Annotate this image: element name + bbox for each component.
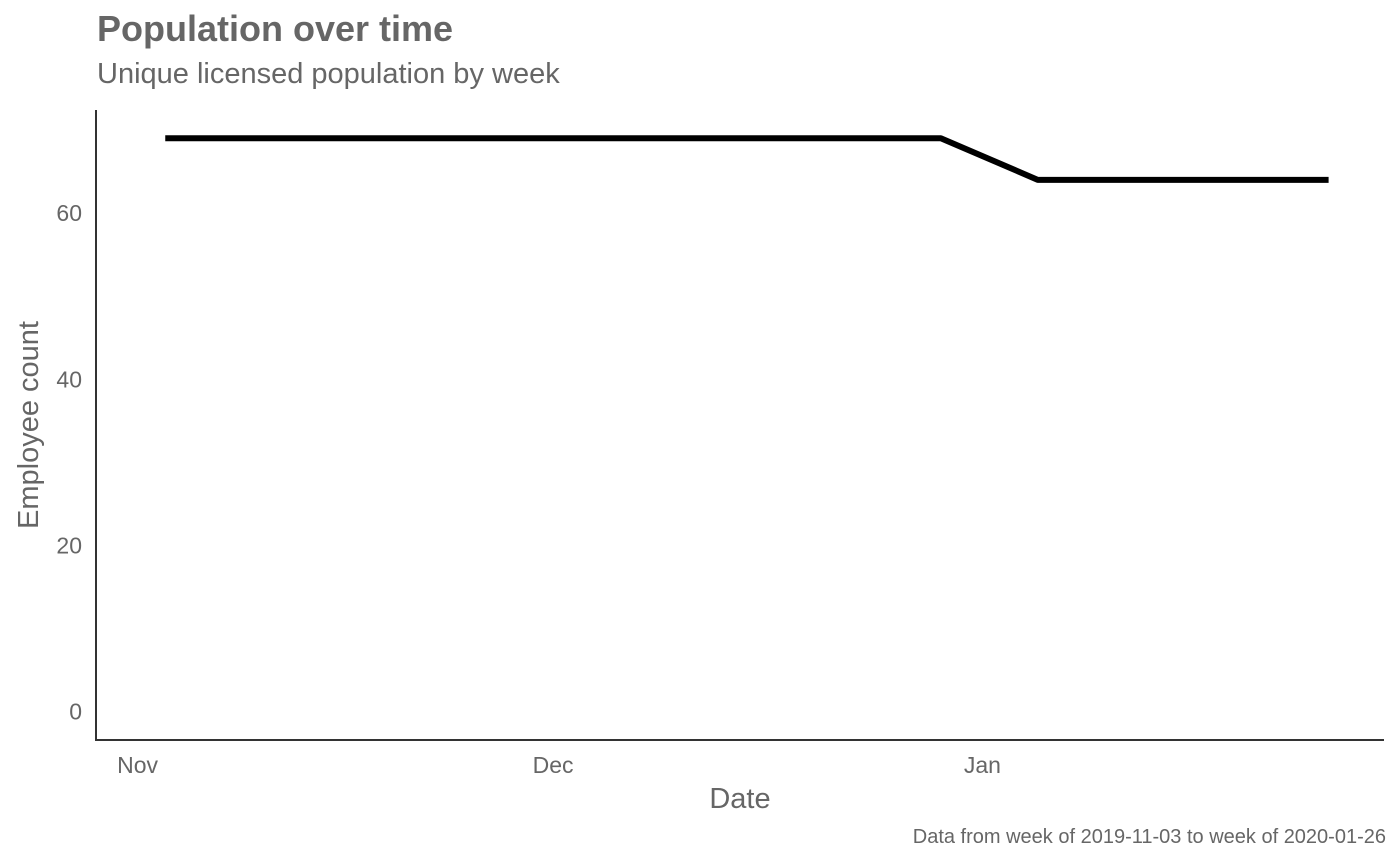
chart-subtitle: Unique licensed population by week [97, 58, 560, 90]
series-layer [165, 135, 1329, 183]
y-axis-title: Employee count [13, 321, 45, 529]
x-tick-label: Dec [533, 752, 574, 778]
x-axis-title: Date [709, 783, 770, 815]
chart-title: Population over time [97, 8, 454, 49]
x-tick-label: Nov [117, 752, 158, 778]
chart-caption: Data from week of 2019-11-03 to week of … [912, 826, 1386, 848]
x-tick-label: Jan [964, 752, 1001, 778]
series-line [165, 135, 1329, 183]
y-tick-label: 20 [56, 533, 82, 559]
y-tick-label: 40 [56, 366, 82, 392]
y-tick-label: 0 [69, 699, 82, 725]
y-tick-label: 60 [56, 200, 82, 226]
x-axis-ticks: Nov Dec Jan [117, 752, 1001, 778]
y-axis-ticks: 0 20 40 60 [56, 200, 82, 725]
